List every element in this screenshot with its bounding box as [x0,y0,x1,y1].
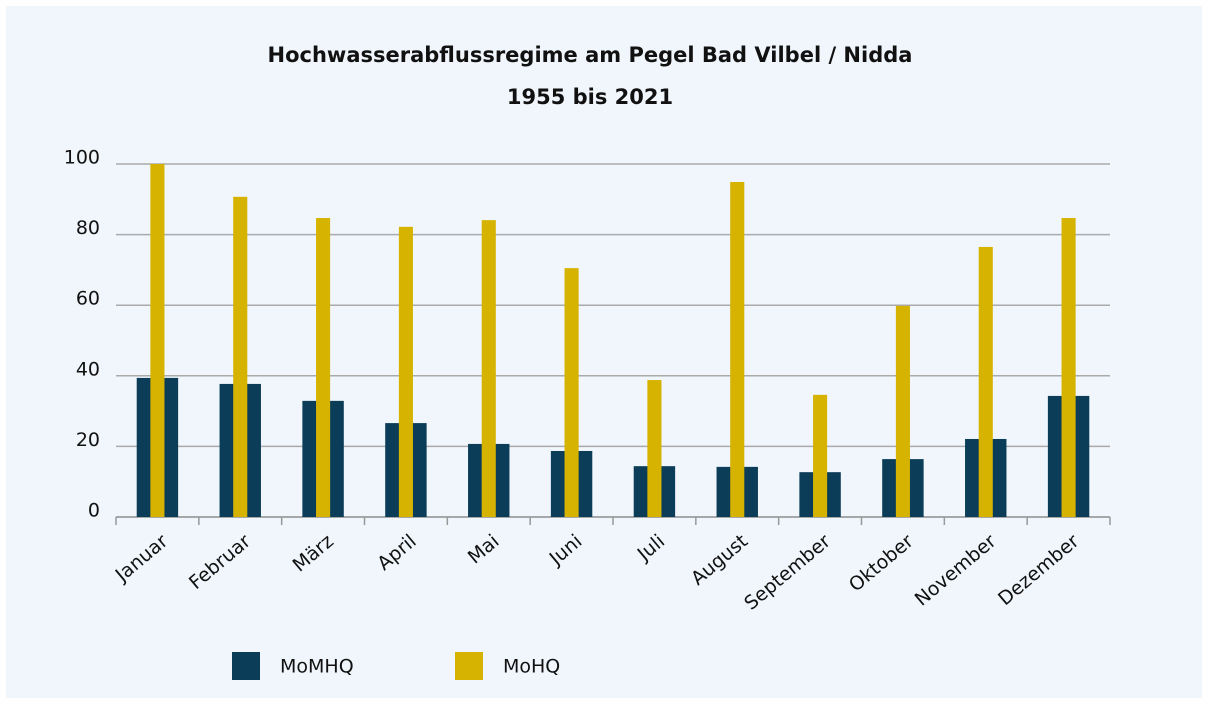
bar [1061,218,1076,517]
bar [398,226,413,518]
bar [730,182,745,518]
chart-title: Hochwasserabflussregime am Pegel Bad Vil… [268,43,913,67]
legend-swatch [455,652,483,680]
bar [978,246,993,517]
chart-subtitle: 1955 bis 2021 [507,85,673,109]
y-tick-label: 40 [76,358,100,380]
background [6,6,1202,698]
bar [316,218,331,517]
bar [233,196,248,518]
y-tick-label: 0 [88,500,100,522]
legend-label: MoHQ [503,656,560,678]
legend-label: MoMHQ [280,656,354,678]
bar [647,380,662,517]
bar [564,268,579,517]
y-tick-label: 20 [76,429,100,451]
bar [895,305,910,517]
bar [813,394,828,517]
bar [150,164,165,517]
bar [481,220,496,517]
legend-swatch [232,652,260,680]
y-tick-label: 100 [64,147,100,169]
y-tick-label: 60 [76,288,100,310]
y-tick-label: 80 [76,217,100,239]
